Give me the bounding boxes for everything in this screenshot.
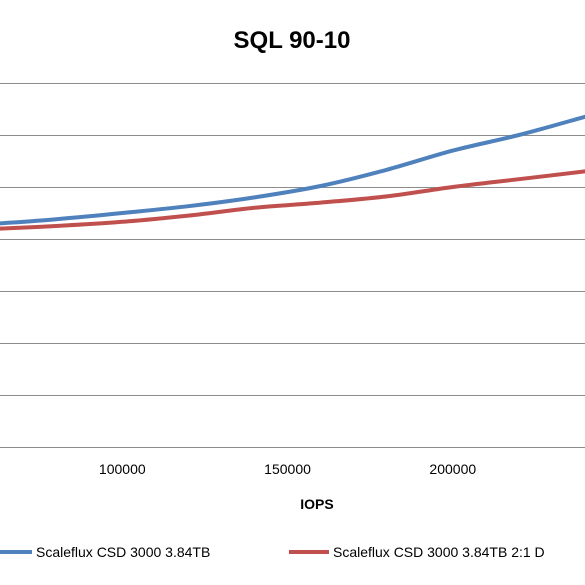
- x-tick-label: 200000: [429, 461, 476, 477]
- chart-title: SQL 90-10: [234, 27, 351, 54]
- gridlines: [0, 83, 585, 448]
- x-tick-labels: 100000 150000 200000: [99, 461, 476, 477]
- series-line-1: [0, 114, 585, 226]
- x-tick-label: 100000: [99, 461, 146, 477]
- legend-label: Scaleflux CSD 3000 3.84TB: [36, 544, 210, 560]
- x-axis-label: IOPS: [300, 496, 333, 512]
- series-line-2: [0, 169, 585, 231]
- x-tick-label: 150000: [264, 461, 311, 477]
- series-lines: [0, 114, 585, 231]
- legend-label: Scaleflux CSD 3000 3.84TB 2:1 D: [333, 544, 545, 560]
- legend-item-1: Scaleflux CSD 3000 3.84TB: [0, 544, 210, 560]
- legend-item-2: Scaleflux CSD 3000 3.84TB 2:1 D: [289, 544, 545, 560]
- legend: Scaleflux CSD 3000 3.84TB Scaleflux CSD 3…: [0, 544, 545, 560]
